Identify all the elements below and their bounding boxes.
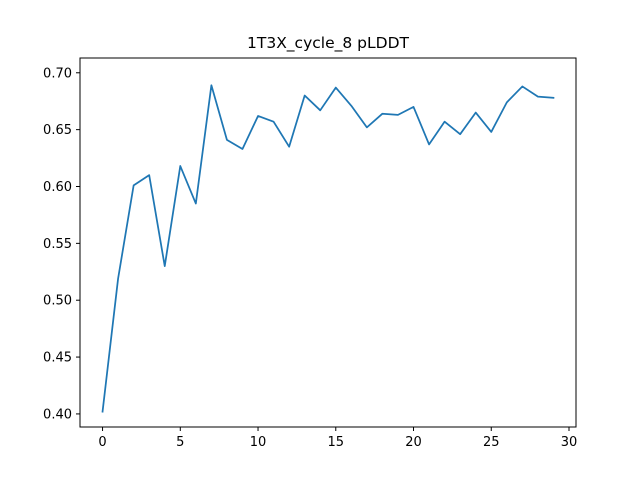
x-tick-label: 10 — [250, 435, 267, 450]
y-tick-label: 0.40 — [43, 407, 72, 422]
chart-title: 1T3X_cycle_8 pLDDT — [247, 34, 410, 53]
y-tick-label: 0.45 — [43, 351, 72, 366]
series-line — [101, 84, 555, 413]
series-0 — [101, 84, 555, 413]
y-tick-label: 0.70 — [43, 66, 72, 81]
y-tick-label: 0.65 — [43, 123, 72, 138]
y-tick-label: 0.60 — [43, 180, 72, 195]
y-axis: 0.40 0.45 0.50 0.55 0.60 0.65 0.70 — [43, 66, 80, 422]
x-tick-label: 15 — [328, 435, 345, 450]
y-tick-label: 0.55 — [43, 237, 72, 252]
x-tick-label: 5 — [176, 435, 184, 450]
x-tick-label: 20 — [405, 435, 422, 450]
x-tick-label: 30 — [561, 435, 578, 450]
y-tick-label: 0.50 — [43, 294, 72, 309]
x-tick-label: 0 — [98, 435, 106, 450]
x-tick-label: 25 — [483, 435, 500, 450]
line-layer — [101, 84, 555, 413]
plot-frame — [79, 57, 577, 428]
x-axis: 0 5 10 15 20 25 30 — [98, 427, 577, 450]
